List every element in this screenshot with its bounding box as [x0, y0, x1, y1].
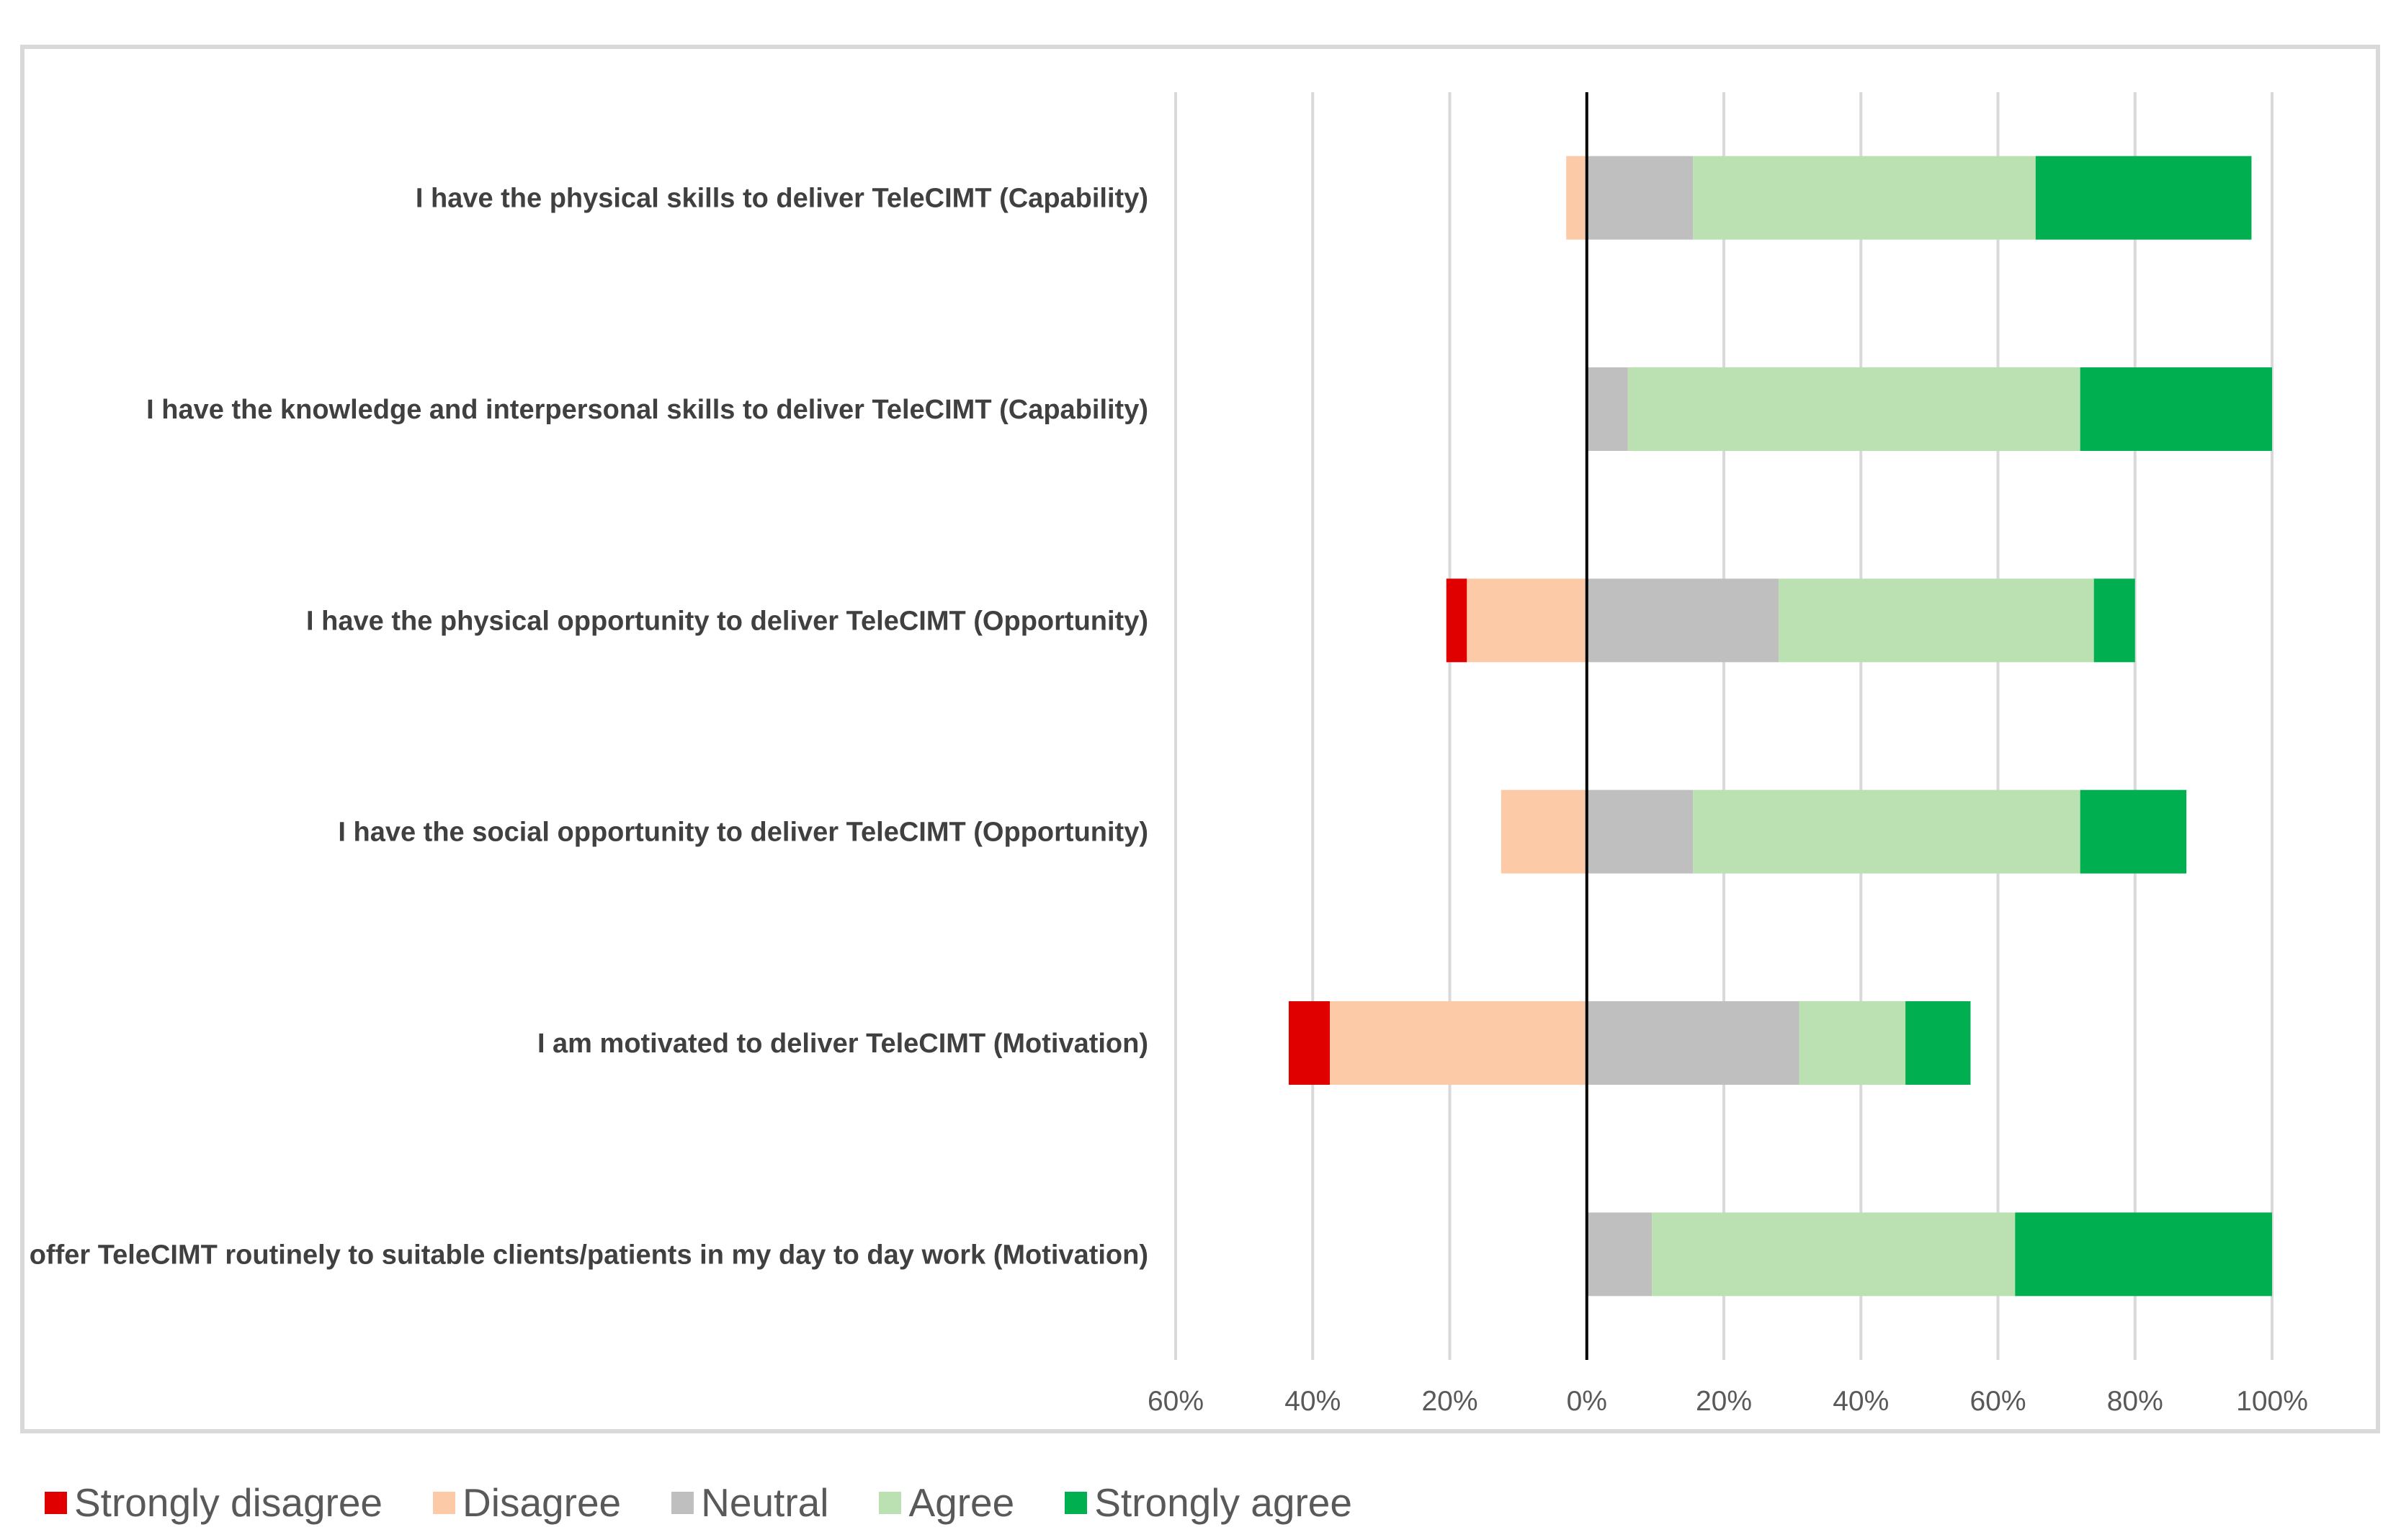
- bar-segment-neutral: [1586, 367, 1628, 451]
- legend-label: Agree: [908, 1480, 1015, 1525]
- category-label: I have the physical skills to deliver Te…: [416, 184, 1148, 214]
- legend-swatch: [1065, 1491, 1088, 1514]
- chart-legend: Strongly disagree Disagree Neutral Agree Str…: [45, 1474, 1403, 1531]
- bar-segment-strongly-disagree: [1446, 578, 1467, 663]
- legend-swatch: [433, 1491, 456, 1514]
- bar-segment-strongly-agree: [2015, 1212, 2272, 1297]
- legend-swatch: [45, 1491, 67, 1514]
- bar-segment-neutral: [1586, 578, 1779, 663]
- legend-label: Disagree: [462, 1480, 622, 1525]
- x-tick-label: 40%: [1284, 1386, 1341, 1417]
- legend-swatch: [671, 1491, 694, 1514]
- bar-segment-agree: [1799, 1001, 1906, 1085]
- category-label: I have the knowledge and interpersonal s…: [146, 395, 1148, 425]
- bar-segment-neutral: [1586, 1001, 1799, 1085]
- bar-segment-disagree: [1330, 1001, 1587, 1085]
- bar-segment-strongly-disagree: [1288, 1001, 1331, 1085]
- x-tick-label: 20%: [1696, 1386, 1752, 1417]
- likert-bar-chart: I have the physical skills to deliver Te…: [24, 92, 2308, 1417]
- bar-segment-agree: [1627, 367, 2080, 451]
- x-tick-label: 40%: [1833, 1386, 1889, 1417]
- x-tick-label: 20%: [1421, 1386, 1477, 1417]
- bar-segment-strongly-agree: [2080, 789, 2187, 874]
- bar-segment-neutral: [1586, 1212, 1653, 1297]
- legend-item-neutral: Neutral: [671, 1479, 828, 1526]
- category-label: I offer TeleCIMT routinely to suitable c…: [24, 1240, 1148, 1270]
- legend-label: Strongly agree: [1094, 1480, 1352, 1525]
- legend-item-disagree: Disagree: [433, 1479, 621, 1526]
- legend-item-strongly-agree: Strongly agree: [1065, 1479, 1352, 1526]
- bar-segment-agree: [1693, 789, 2080, 874]
- bar-segment-strongly-agree: [2093, 578, 2135, 663]
- legend-item-strongly-disagree: Strongly disagree: [45, 1479, 383, 1526]
- bar-segment-disagree: [1467, 578, 1587, 663]
- category-label: I am motivated to deliver TeleCIMT (Moti…: [537, 1029, 1148, 1059]
- bar-segment-strongly-agree: [1905, 1001, 1971, 1085]
- bar-segment-agree: [1779, 578, 2094, 663]
- x-tick-label: 100%: [2236, 1386, 2308, 1417]
- legend-label: Neutral: [701, 1480, 829, 1525]
- x-tick-label: 60%: [1148, 1386, 1204, 1417]
- bar-segment-disagree: [1566, 156, 1587, 240]
- bar-segment-agree: [1693, 156, 2036, 240]
- bar-segment-neutral: [1586, 156, 1694, 240]
- chart-area: I have the physical skills to deliver Te…: [20, 45, 2380, 1433]
- category-label: I have the physical opportunity to deliv…: [306, 606, 1148, 636]
- bar-segment-disagree: [1501, 789, 1587, 874]
- legend-item-agree: Agree: [879, 1479, 1014, 1526]
- x-tick-label: 60%: [1969, 1386, 2026, 1417]
- legend-swatch: [879, 1491, 902, 1514]
- category-label: I have the social opportunity to deliver…: [338, 818, 1148, 848]
- legend-label: Strongly disagree: [74, 1480, 383, 1525]
- x-tick-label: 80%: [2107, 1386, 2163, 1417]
- bar-segment-agree: [1652, 1212, 2016, 1297]
- bar-segment-neutral: [1586, 789, 1694, 874]
- bar-segment-strongly-agree: [2035, 156, 2252, 240]
- x-tick-label: 0%: [1567, 1386, 1607, 1417]
- bar-segment-strongly-agree: [2080, 367, 2272, 451]
